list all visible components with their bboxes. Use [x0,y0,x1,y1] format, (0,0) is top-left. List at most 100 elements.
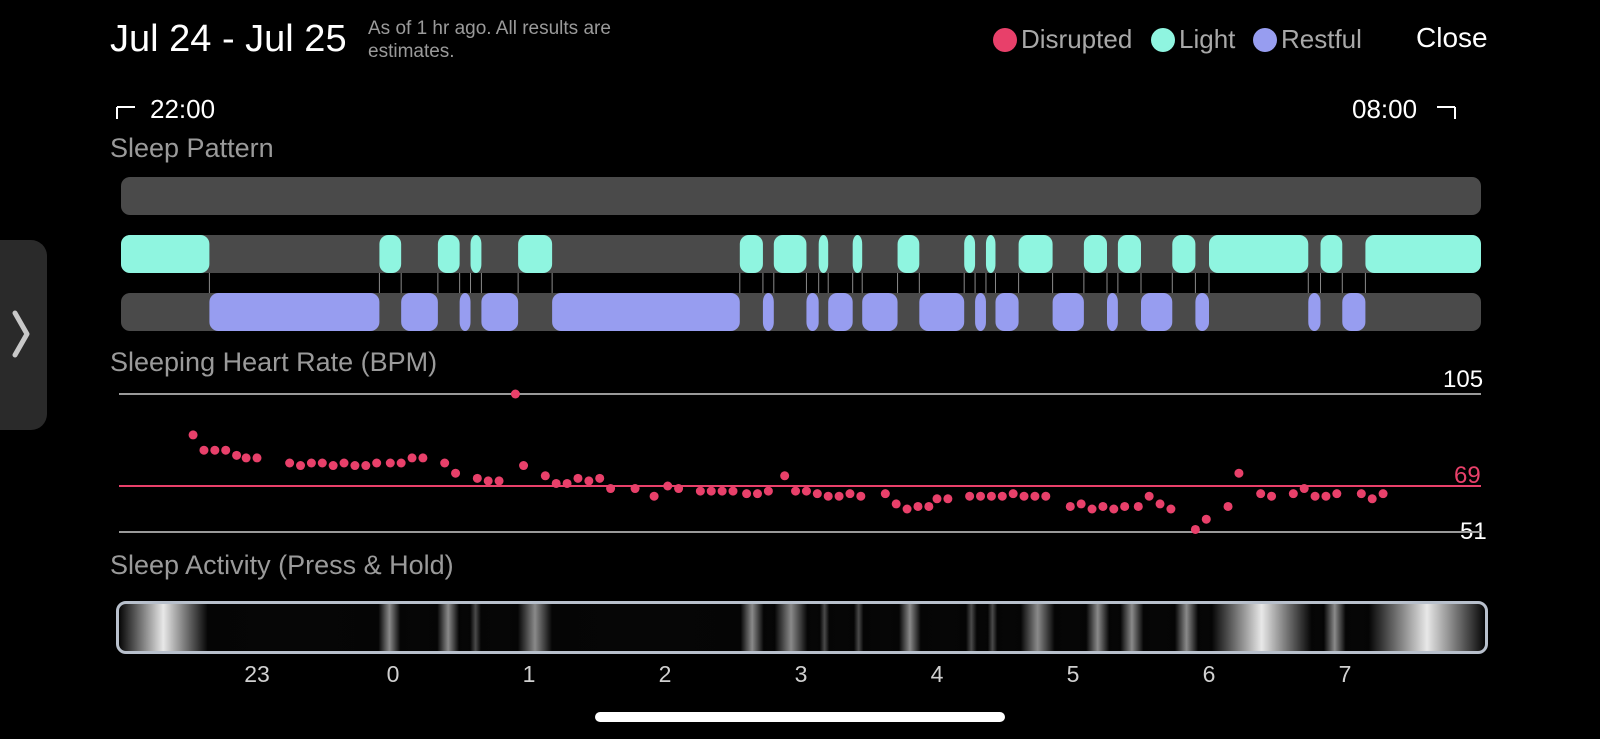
heart-rate-point [584,476,594,486]
heart-rate-point [891,499,901,509]
disrupted-track [121,177,1481,215]
heart-rate-point [1166,504,1176,514]
heart-rate-point [801,486,811,496]
legend-light: Light [1151,24,1235,55]
chevron-right-icon [12,310,30,358]
disrupted-dot-icon [993,28,1017,52]
heart-rate-point [317,458,327,468]
sleep-pattern-title: Sleep Pattern [110,133,274,163]
restful-segment [806,293,819,331]
heart-rate-point [1321,491,1331,501]
heart-rate-point [1299,484,1309,494]
heart-rate-chart[interactable] [0,360,1600,560]
bracket-left-icon [116,106,135,119]
heart-rate-point [472,473,482,483]
side-panel-tab[interactable] [0,240,47,430]
heart-rate-point [1223,501,1233,511]
heart-rate-point [494,476,504,486]
light-segment [437,235,460,273]
heart-rate-point [1008,489,1018,499]
restful-dot-icon [1253,28,1277,52]
restful-segment [552,293,740,331]
home-indicator[interactable] [595,712,1005,722]
heart-rate-point [1120,501,1130,511]
light-segment [121,235,210,273]
legend-label: Restful [1281,24,1362,54]
sleep-activity-title: Sleep Activity (Press & Hold) [110,550,454,580]
heart-rate-point [361,461,371,471]
sleep-pattern-chart[interactable] [0,170,1600,340]
heart-rate-point [1310,491,1320,501]
heart-rate-point [823,491,833,501]
light-segment [818,235,829,273]
heart-rate-point [1267,491,1277,501]
light-segment [1365,235,1481,273]
heart-rate-point [210,445,220,455]
heart-rate-point [551,478,561,488]
hour-tick-label: 6 [1202,661,1216,687]
legend-restful: Restful [1253,24,1362,55]
heart-rate-point [372,458,382,468]
heart-rate-point [221,445,231,455]
heart-rate-point [1041,491,1051,501]
legend-label: Disrupted [1021,24,1133,54]
heart-rate-point [902,504,912,514]
hour-tick-label: 2 [658,661,672,687]
heart-rate-point [1109,504,1119,514]
restful-segment [1141,293,1173,331]
heart-rate-point [976,491,986,501]
heart-rate-point [252,453,262,463]
heart-rate-point [440,458,450,468]
sleep-activity-bar[interactable] [116,601,1488,654]
light-segment [1172,235,1196,273]
range-end-time: 08:00 [1352,94,1418,124]
heart-rate-point [812,489,822,499]
heart-rate-point [595,473,605,483]
heart-rate-point [932,494,942,504]
heart-rate-point [695,486,705,496]
heart-rate-point [717,486,727,496]
heart-rate-point [296,461,306,471]
heart-rate-point [1019,491,1029,501]
restful-segment [1107,293,1118,331]
heart-rate-point [1367,494,1377,504]
heart-rate-point [742,489,752,499]
heart-rate-point [339,458,349,468]
light-segment [1117,235,1141,273]
restful-segment [862,293,898,331]
heart-rate-point [306,458,316,468]
heart-rate-point [965,491,975,501]
heart-rate-point [451,468,461,478]
heart-rate-point [1030,491,1040,501]
light-segment [518,235,553,273]
heart-rate-title: Sleeping Heart Rate (BPM) [110,347,438,377]
hour-tick-label: 3 [794,661,808,687]
legend-disrupted: Disrupted [993,24,1132,55]
heart-rate-point [1256,489,1266,499]
heart-rate-point [350,461,360,471]
restful-segment [975,293,986,331]
heart-rate-point [328,461,338,471]
heart-rate-point [1087,504,1097,514]
heart-rate-point [856,491,866,501]
light-segment [964,235,976,273]
restful-segment [919,293,965,331]
hr-avg-label: 69 [1454,462,1481,489]
light-segment [852,235,863,273]
heart-rate-point [562,478,572,488]
heart-rate-point [728,486,738,496]
close-button[interactable]: Close [1416,22,1488,53]
light-segment [897,235,920,273]
light-segment [470,235,482,273]
heart-rate-point [1201,514,1211,524]
light-segment [739,235,763,273]
heart-rate-point [834,491,844,501]
hour-tick-label: 1 [522,661,536,687]
heart-rate-point [1332,489,1342,499]
heart-rate-point [285,458,295,468]
heart-rate-point [943,494,953,504]
restful-segment [1052,293,1084,331]
page-title: Jul 24 - Jul 25 [110,18,347,60]
light-segment [1209,235,1309,273]
restful-segment [762,293,774,331]
